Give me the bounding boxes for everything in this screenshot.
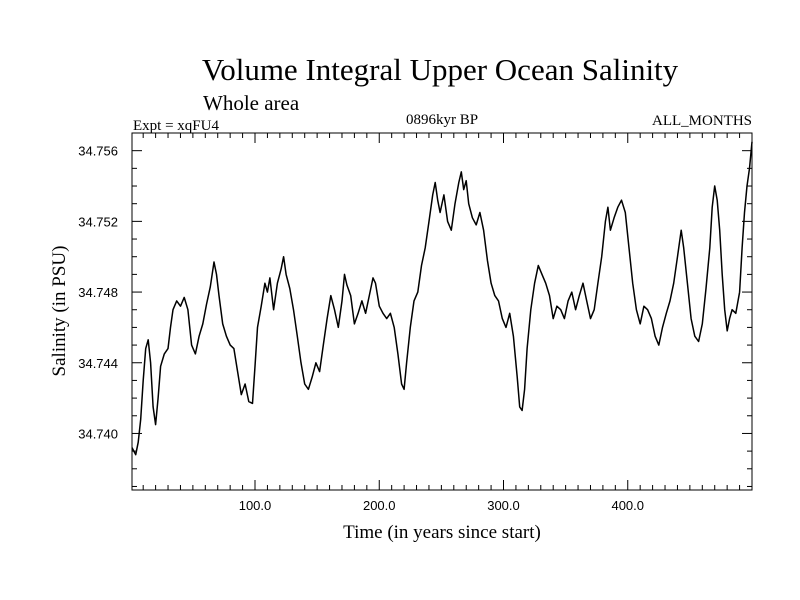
y-tick-labels: 34.740 34.744 34.748 34.752 34.756	[78, 144, 118, 442]
x-tick-label: 400.0	[611, 498, 644, 513]
salinity-line	[131, 141, 753, 456]
tick-marks	[132, 132, 752, 490]
y-tick-label: 34.744	[78, 356, 118, 371]
x-axis-label: Time (in years since start)	[343, 522, 541, 543]
x-tick-label: 200.0	[363, 498, 396, 513]
period-label: 0896kyr BP	[406, 112, 478, 128]
chart-subtitle: Whole area	[203, 91, 300, 115]
experiment-label: Expt = xqFU4	[133, 118, 219, 134]
x-tick-label: 300.0	[487, 498, 520, 513]
x-tick-labels: 100.0 200.0 300.0 400.0	[239, 498, 644, 513]
y-tick-label: 34.752	[78, 214, 118, 229]
y-tick-label: 34.740	[78, 426, 118, 441]
months-label: ALL_MONTHS	[652, 113, 752, 129]
y-tick-label: 34.748	[78, 285, 118, 300]
plot-frame	[131, 132, 753, 491]
y-axis-label: Salinity (in PSU)	[49, 246, 70, 377]
x-tick-label: 100.0	[239, 498, 272, 513]
y-tick-label: 34.756	[78, 144, 118, 159]
chart-title: Volume Integral Upper Ocean Salinity	[202, 52, 679, 87]
